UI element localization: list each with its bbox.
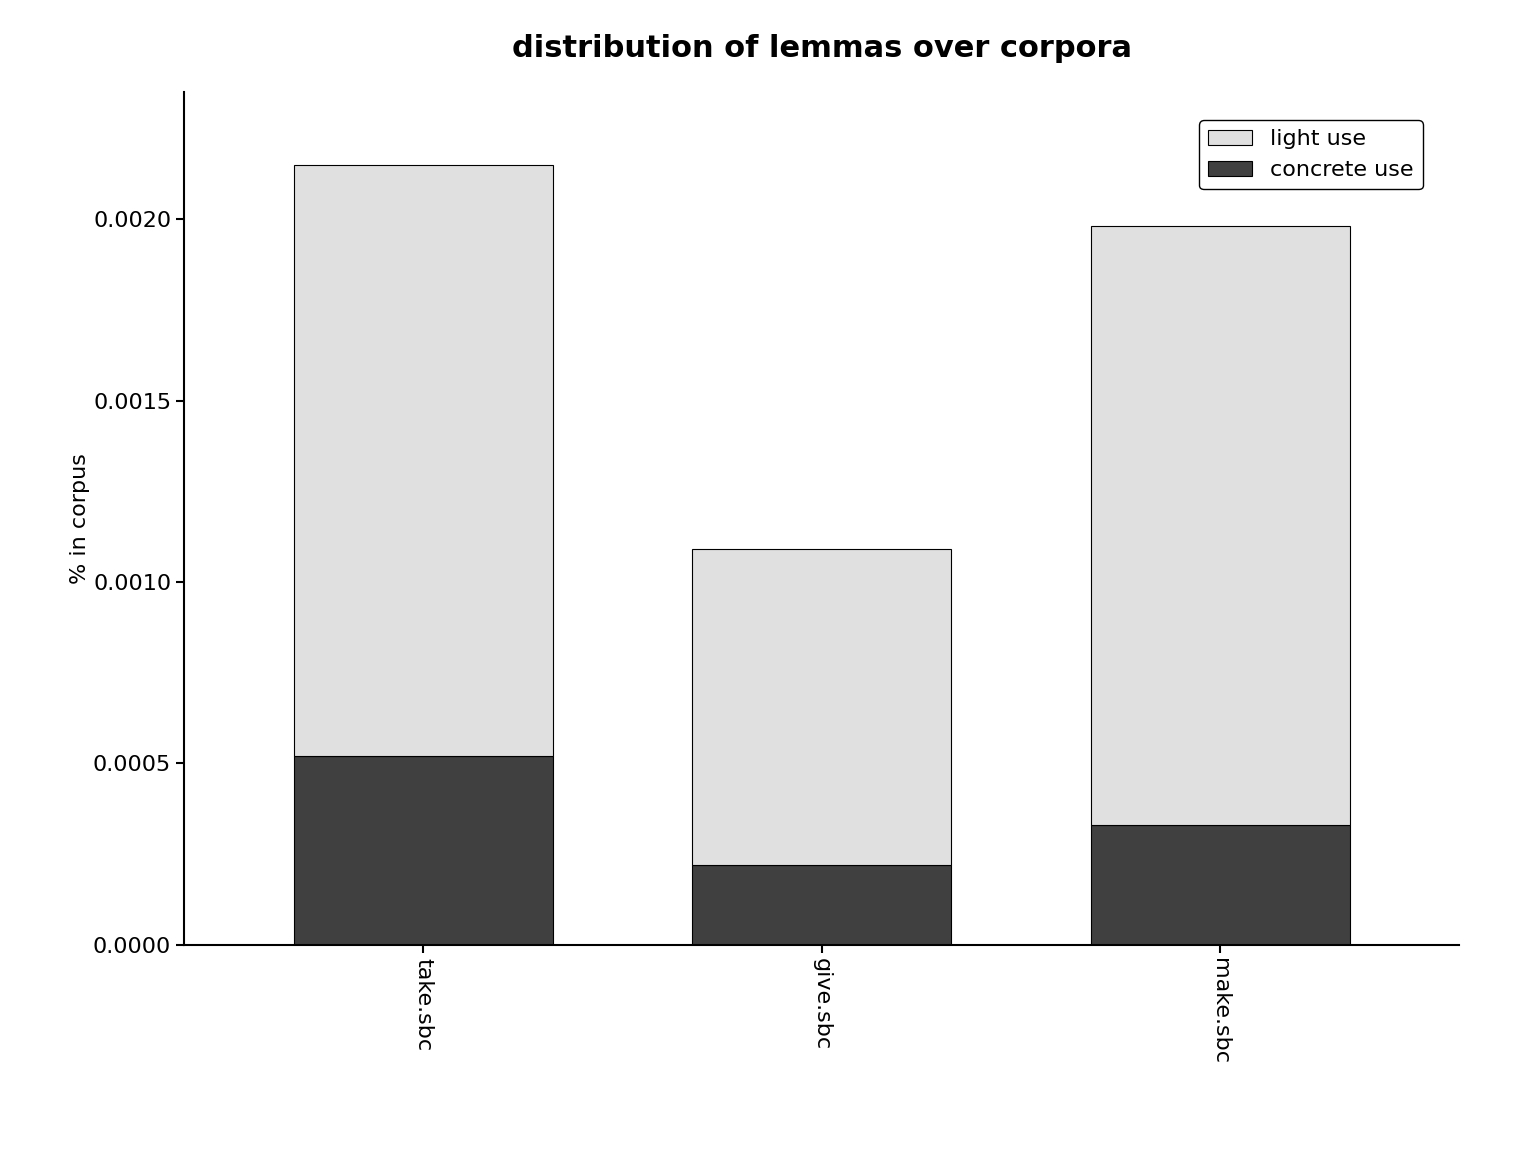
Title: distribution of lemmas over corpora: distribution of lemmas over corpora <box>511 35 1132 63</box>
Bar <box>293 756 553 945</box>
Legend: light use, concrete use: light use, concrete use <box>1200 120 1422 189</box>
Y-axis label: % in corpus: % in corpus <box>71 453 91 584</box>
Bar <box>293 165 553 756</box>
Bar <box>693 865 951 945</box>
Bar <box>1091 227 1350 825</box>
Bar <box>693 550 951 865</box>
Bar <box>1091 825 1350 945</box>
